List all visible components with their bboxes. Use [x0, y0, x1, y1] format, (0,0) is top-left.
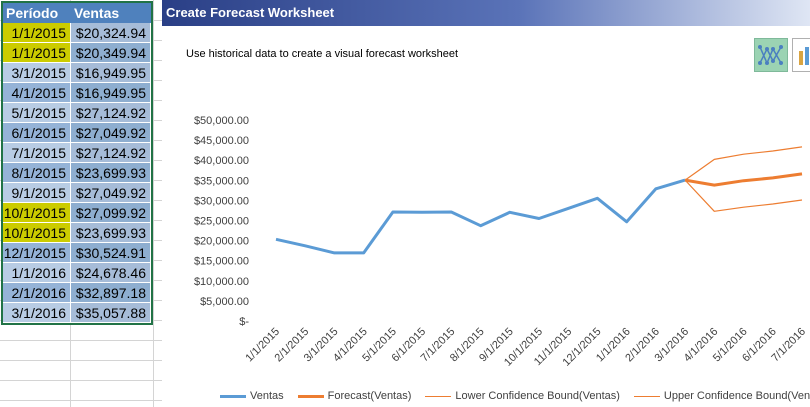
- table-row[interactable]: 6/1/2015 $27,049.92: [3, 123, 151, 143]
- period-cell[interactable]: 6/1/2015: [3, 123, 71, 143]
- table-row[interactable]: 3/1/2015 $16,949.95: [3, 63, 151, 83]
- period-cell[interactable]: 3/1/2016: [3, 303, 71, 323]
- legend-label: Upper Confidence Bound(Ventas): [663, 390, 810, 402]
- sales-cell[interactable]: $23,699.93: [71, 163, 151, 183]
- sheet-row-line: [0, 360, 162, 361]
- y-tick-label: $20,000.00: [194, 236, 249, 248]
- sales-cell[interactable]: $30,524.91: [71, 243, 151, 263]
- series-line-1: [684, 172, 803, 187]
- y-tick-label: $5,000.00: [200, 296, 249, 308]
- series-line-2: [684, 179, 803, 212]
- y-tick-label: $35,000.00: [194, 175, 249, 187]
- column-chart-button[interactable]: [792, 38, 810, 72]
- sheet-column-line: [153, 0, 154, 407]
- sales-cell[interactable]: $27,124.92: [71, 143, 151, 163]
- dialog-subtitle: Use historical data to create a visual f…: [186, 48, 459, 60]
- y-tick-label: $40,000.00: [194, 155, 249, 167]
- legend-label: Ventas: [250, 390, 284, 402]
- period-cell[interactable]: 8/1/2015: [3, 163, 71, 183]
- line-chart-button[interactable]: [754, 38, 788, 72]
- legend-swatch: [425, 395, 452, 397]
- sales-cell[interactable]: $27,099.92: [71, 203, 151, 223]
- table-row[interactable]: 1/1/2016 $24,678.46: [3, 263, 151, 283]
- period-cell[interactable]: 10/1/2015: [3, 203, 71, 223]
- y-tick-label: $10,000.00: [194, 276, 249, 288]
- header-sales[interactable]: Ventas: [74, 5, 120, 21]
- sales-cell[interactable]: $23,699.93: [71, 223, 151, 243]
- sheet-row-line: [0, 400, 162, 401]
- period-cell[interactable]: 7/1/2015: [3, 143, 71, 163]
- column-chart-icon: [799, 47, 809, 65]
- chart-legend: Ventas Forecast(Ventas) Lower Confidence B…: [220, 388, 810, 404]
- table-row[interactable]: 8/1/2015 $23,699.93: [3, 163, 151, 183]
- sales-cell[interactable]: $27,049.92: [71, 183, 151, 203]
- sales-cell[interactable]: $20,349.94: [71, 43, 151, 63]
- period-cell[interactable]: 12/1/2015: [3, 243, 71, 263]
- series-line-0: [275, 178, 686, 255]
- table-row[interactable]: 7/1/2015 $27,124.92: [3, 143, 151, 163]
- period-cell[interactable]: 5/1/2015: [3, 103, 71, 123]
- y-tick-label: $50,000.00: [194, 115, 249, 127]
- period-cell[interactable]: 10/1/2015: [3, 223, 71, 243]
- sales-table[interactable]: Período Ventas 1/1/2015 $20,324.94 1/1/201…: [1, 1, 153, 325]
- sheet-row-line: [0, 380, 162, 381]
- sheet-row-line: [0, 340, 162, 341]
- dialog-title: Create Forecast Worksheet: [166, 5, 335, 20]
- sales-cell[interactable]: $27,049.92: [71, 123, 151, 143]
- table-row[interactable]: 1/1/2015 $20,324.94: [3, 23, 151, 43]
- legend-item: Forecast(Ventas): [297, 390, 412, 402]
- legend-item: Ventas: [220, 390, 284, 402]
- legend-item: Upper Confidence Bound(Ventas): [633, 390, 810, 402]
- period-cell[interactable]: 1/1/2015: [3, 43, 71, 63]
- sales-cell[interactable]: $32,897.18: [71, 283, 151, 303]
- table-row[interactable]: 10/1/2015 $23,699.93: [3, 223, 151, 243]
- y-tick-label: $15,000.00: [194, 256, 249, 268]
- table-row[interactable]: 9/1/2015 $27,049.92: [3, 183, 151, 203]
- table-row[interactable]: 1/1/2015 $20,349.94: [3, 43, 151, 63]
- legend-swatch: [297, 394, 324, 398]
- period-cell[interactable]: 2/1/2016: [3, 283, 71, 303]
- table-row[interactable]: 12/1/2015 $30,524.91: [3, 243, 151, 263]
- table-row[interactable]: 4/1/2015 $16,949.95: [3, 83, 151, 103]
- spreadsheet-area[interactable]: Período Ventas 1/1/2015 $20,324.94 1/1/201…: [0, 0, 162, 407]
- period-cell[interactable]: 4/1/2015: [3, 83, 71, 103]
- y-tick-label: $30,000.00: [194, 195, 249, 207]
- header-period[interactable]: Período: [6, 5, 59, 21]
- sales-cell[interactable]: $27,124.92: [71, 103, 151, 123]
- table-row[interactable]: 2/1/2016 $32,897.18: [3, 283, 151, 303]
- y-tick-label: $45,000.00: [194, 135, 249, 147]
- sales-cell[interactable]: $20,324.94: [71, 23, 151, 43]
- table-row[interactable]: 10/1/2015 $27,099.92: [3, 203, 151, 223]
- series-line-3: [684, 146, 803, 181]
- period-cell[interactable]: 3/1/2015: [3, 63, 71, 83]
- table-row[interactable]: 3/1/2016 $35,057.88: [3, 303, 151, 323]
- legend-item: Lower Confidence Bound(Ventas): [425, 390, 620, 402]
- legend-label: Forecast(Ventas): [327, 390, 412, 402]
- legend-label: Lower Confidence Bound(Ventas): [455, 390, 620, 402]
- period-cell[interactable]: 9/1/2015: [3, 183, 71, 203]
- line-chart-icon: [758, 45, 783, 65]
- sales-cell[interactable]: $24,678.46: [71, 263, 151, 283]
- period-cell[interactable]: 1/1/2016: [3, 263, 71, 283]
- y-tick-label: $25,000.00: [194, 216, 249, 228]
- sales-cell[interactable]: $16,949.95: [71, 83, 151, 103]
- y-tick-label: $-: [239, 316, 249, 328]
- legend-swatch: [633, 395, 660, 397]
- period-cell[interactable]: 1/1/2015: [3, 23, 71, 43]
- table-row[interactable]: 5/1/2015 $27,124.92: [3, 103, 151, 123]
- dialog-titlebar[interactable]: Create Forecast Worksheet: [162, 0, 810, 26]
- legend-swatch: [220, 394, 246, 398]
- sales-cell[interactable]: $35,057.88: [71, 303, 151, 323]
- forecast-dialog: Create Forecast Worksheet Use historical…: [162, 0, 810, 407]
- forecast-chart: $- $5,000.00 $10,000.00 $15,000.00 $20,000.0…: [194, 115, 808, 369]
- sales-cell[interactable]: $16,949.95: [71, 63, 151, 83]
- table-header-row: Período Ventas: [3, 3, 151, 23]
